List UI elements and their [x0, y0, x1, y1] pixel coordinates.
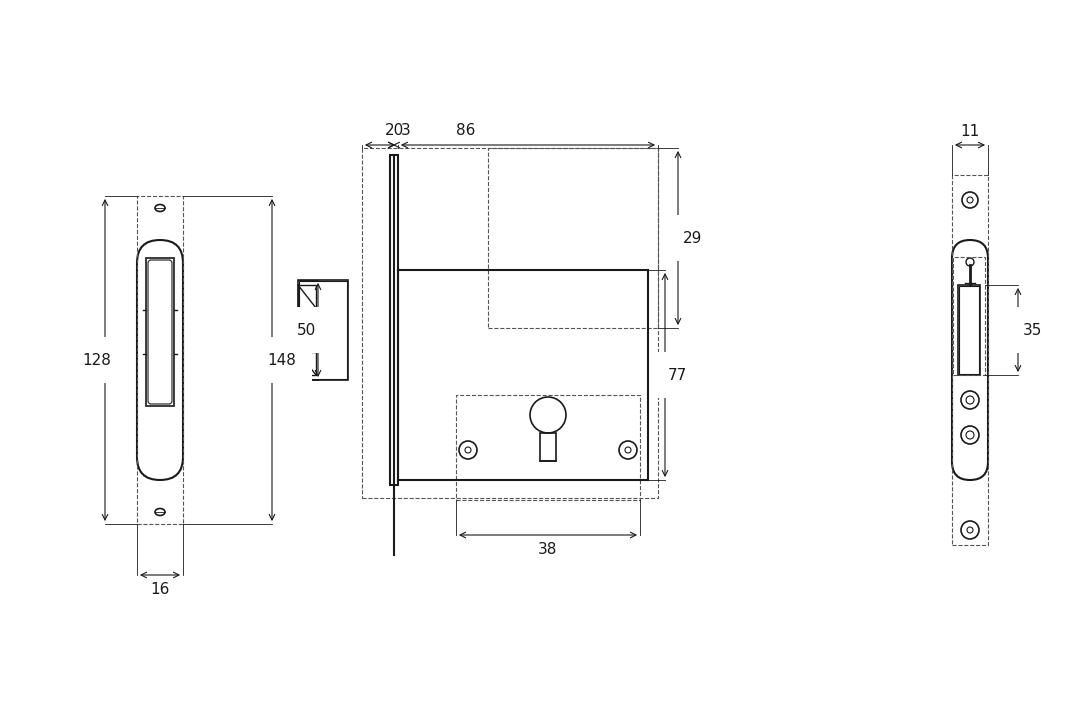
Bar: [456, 395, 640, 500]
Bar: [488, 148, 658, 328]
Text: 35: 35: [1024, 323, 1042, 338]
Text: 20: 20: [384, 122, 404, 138]
Text: 11: 11: [960, 124, 980, 138]
Text: 38: 38: [538, 541, 557, 557]
Bar: [953, 257, 985, 375]
Bar: [137, 196, 183, 524]
Text: 29: 29: [684, 230, 703, 246]
Bar: [146, 258, 174, 406]
Bar: [390, 155, 399, 485]
Bar: [362, 148, 658, 498]
Bar: [958, 285, 980, 375]
Text: 77: 77: [667, 367, 687, 382]
Text: 3: 3: [401, 122, 410, 138]
Bar: [951, 175, 988, 545]
Bar: [299, 281, 347, 379]
Bar: [959, 286, 978, 374]
Text: 148: 148: [268, 353, 296, 367]
Bar: [298, 280, 348, 380]
Text: 86: 86: [457, 122, 475, 138]
Text: 16: 16: [150, 582, 170, 596]
Bar: [540, 433, 556, 461]
Text: 128: 128: [82, 353, 111, 367]
Text: 50: 50: [296, 323, 315, 338]
